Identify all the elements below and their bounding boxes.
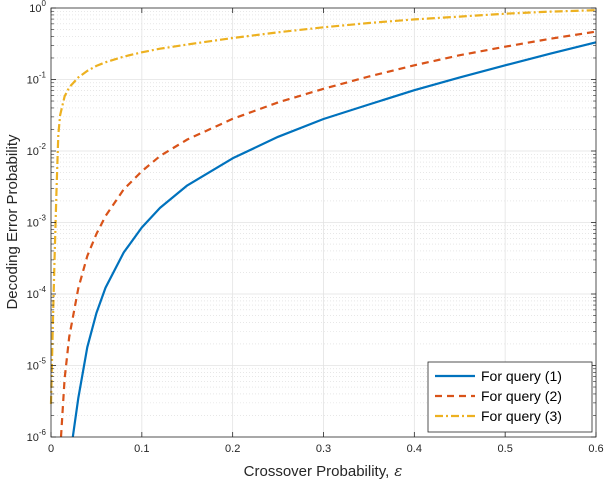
y-tick-label: 100 xyxy=(29,0,46,15)
series-line-1 xyxy=(71,41,597,438)
legend-box xyxy=(427,361,593,433)
x-tick-label: 0.6 xyxy=(588,443,603,455)
y-tick-labels: 10-6 10-5 10-4 10-3 10-2 10-1 100 xyxy=(27,0,47,444)
x-tick-label: 0.3 xyxy=(316,443,331,455)
x-tick-labels: 0 0.1 0.2 0.3 0.4 0.5 0.6 xyxy=(48,443,604,455)
y-tick-label: 10-4 xyxy=(27,285,47,301)
curves xyxy=(49,9,597,438)
x-tick-label: 0.5 xyxy=(498,443,513,455)
series-line-2 xyxy=(59,30,597,438)
legend: For query (1) For query (2) For query (3) xyxy=(427,361,593,433)
y-tick-label: 10-3 xyxy=(27,214,47,230)
x-tick-label: 0.2 xyxy=(225,443,240,455)
y-tick-label: 10-5 xyxy=(27,357,47,373)
legend-label-1: For query (1) xyxy=(481,368,562,384)
series-line-3 xyxy=(49,9,597,404)
x-tick-label: 0.4 xyxy=(407,443,422,455)
x-axis-label: Crossover Probability, ε xyxy=(244,462,403,480)
y-tick-label: 10-6 xyxy=(27,428,47,444)
x-tick-label: 0.1 xyxy=(134,443,149,455)
y-tick-label: 10-2 xyxy=(27,142,47,158)
legend-label-3: For query (3) xyxy=(481,408,562,424)
y-axis-label: Decoding Error Probability xyxy=(4,134,21,310)
ticks xyxy=(50,7,597,438)
legend-label-2: For query (2) xyxy=(481,388,562,404)
x-tick-label: 0 xyxy=(48,443,54,455)
grid xyxy=(51,8,596,437)
y-tick-label: 10-1 xyxy=(27,71,47,87)
